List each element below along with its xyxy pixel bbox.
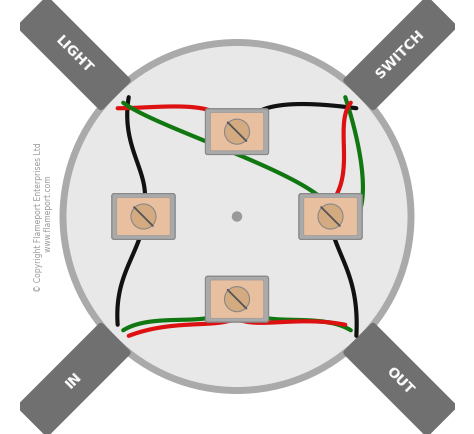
FancyBboxPatch shape xyxy=(304,198,357,236)
Text: OUT: OUT xyxy=(383,363,417,396)
FancyBboxPatch shape xyxy=(205,110,269,155)
FancyBboxPatch shape xyxy=(299,194,362,240)
Text: SWITCH: SWITCH xyxy=(373,28,427,81)
Text: LIGHT: LIGHT xyxy=(53,33,95,76)
Circle shape xyxy=(318,204,343,230)
FancyBboxPatch shape xyxy=(299,194,362,240)
Text: IN: IN xyxy=(63,369,85,391)
FancyBboxPatch shape xyxy=(17,0,131,111)
FancyBboxPatch shape xyxy=(210,280,264,319)
Circle shape xyxy=(232,212,242,222)
Circle shape xyxy=(131,204,156,230)
FancyBboxPatch shape xyxy=(117,198,170,236)
Circle shape xyxy=(225,120,249,145)
FancyBboxPatch shape xyxy=(205,277,269,322)
Circle shape xyxy=(63,43,411,391)
FancyBboxPatch shape xyxy=(210,113,264,151)
FancyBboxPatch shape xyxy=(112,194,175,240)
FancyBboxPatch shape xyxy=(17,323,131,434)
Circle shape xyxy=(225,287,249,312)
FancyBboxPatch shape xyxy=(304,198,357,236)
FancyBboxPatch shape xyxy=(205,110,269,155)
FancyBboxPatch shape xyxy=(343,323,457,434)
Circle shape xyxy=(225,120,249,145)
FancyBboxPatch shape xyxy=(112,194,175,240)
Circle shape xyxy=(318,204,343,230)
FancyBboxPatch shape xyxy=(210,280,264,319)
FancyBboxPatch shape xyxy=(210,113,264,151)
FancyBboxPatch shape xyxy=(117,198,170,236)
Circle shape xyxy=(131,204,156,230)
Text: © Copyright Flameport Enterprises Ltd
   www.flameport.com: © Copyright Flameport Enterprises Ltd ww… xyxy=(34,142,53,292)
FancyBboxPatch shape xyxy=(343,0,457,111)
FancyBboxPatch shape xyxy=(205,277,269,322)
Circle shape xyxy=(225,287,249,312)
